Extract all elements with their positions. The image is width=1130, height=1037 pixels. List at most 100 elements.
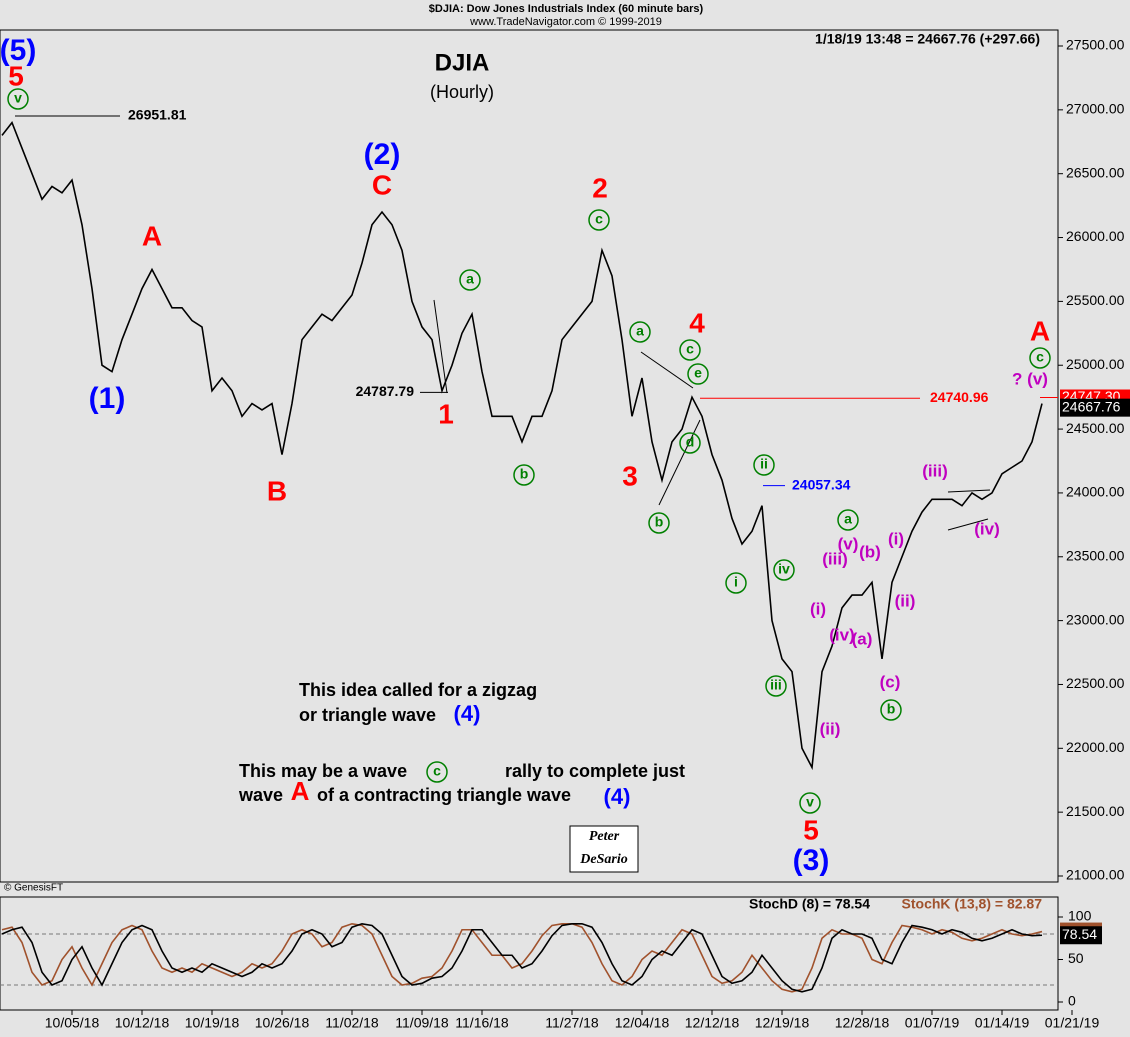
note: rally to complete just bbox=[505, 761, 685, 781]
signature: Peter bbox=[589, 829, 620, 844]
wave-label: (i) bbox=[810, 599, 826, 618]
wave-circle bbox=[629, 321, 651, 343]
wave-label: 2 bbox=[592, 172, 608, 203]
x-tick-label: 11/27/18 bbox=[545, 1015, 599, 1031]
wave-circle bbox=[426, 761, 448, 783]
x-tick-label: 10/12/18 bbox=[115, 1015, 170, 1031]
wave-label: (2) bbox=[364, 138, 401, 171]
wave-line bbox=[433, 299, 448, 394]
x-tick-label: 10/26/18 bbox=[255, 1015, 310, 1031]
wave-label: (4) bbox=[604, 784, 631, 809]
wave-label: (4) bbox=[454, 701, 481, 726]
wave-label: (ii) bbox=[820, 719, 841, 738]
note: of a contracting triangle wave bbox=[317, 785, 571, 805]
wave-circle bbox=[880, 699, 902, 721]
last-value-box bbox=[1060, 926, 1102, 945]
price-panel bbox=[0, 29, 1059, 883]
wave-label: A bbox=[291, 776, 310, 806]
level-label: 24787.79 bbox=[356, 383, 415, 399]
wave-circle bbox=[588, 209, 610, 231]
wave-circle bbox=[725, 572, 747, 594]
y-tick-label: 25000.00 bbox=[1066, 356, 1125, 372]
source: www.TradeNavigator.com © 1999-2019 bbox=[469, 16, 662, 28]
wave-label: (c) bbox=[880, 672, 901, 691]
wave-label: a bbox=[466, 271, 474, 287]
wave-label: (iii) bbox=[822, 549, 848, 568]
x-tick-label: 12/12/18 bbox=[685, 1015, 740, 1031]
legend-entry: StochK (13,8) = 82.87 bbox=[902, 896, 1043, 912]
note: This may be a wave bbox=[239, 761, 407, 781]
wave-circle bbox=[773, 559, 795, 581]
wave-label: 1 bbox=[438, 398, 454, 429]
wave-label: 4 bbox=[689, 307, 705, 338]
y-tick-label: 27500.00 bbox=[1066, 37, 1125, 53]
x-tick-label: 11/02/18 bbox=[325, 1015, 379, 1031]
wave-label: c bbox=[433, 763, 441, 779]
legend-entry: StochD (8) = 78.54 bbox=[749, 896, 870, 912]
y-tick-label: 27000.00 bbox=[1066, 101, 1125, 117]
last-value-label: 78.54 bbox=[1062, 926, 1097, 942]
x-tick-label: 01/14/19 bbox=[975, 1015, 1030, 1031]
level-label: 24740.96 bbox=[930, 389, 989, 405]
y-tick-label: 26500.00 bbox=[1066, 164, 1125, 180]
signature-box bbox=[569, 825, 639, 873]
wave-label: A bbox=[142, 220, 162, 251]
wave-label: iv bbox=[778, 561, 790, 577]
chart-subtitle: (Hourly) bbox=[430, 82, 494, 102]
wave-label: a bbox=[844, 511, 852, 527]
wave-label: v bbox=[806, 794, 814, 810]
x-tick-label: 12/04/18 bbox=[615, 1015, 670, 1031]
level-label: 24057.34 bbox=[792, 476, 851, 492]
wave-circle bbox=[765, 675, 787, 697]
wave-circle bbox=[687, 363, 709, 385]
wave-label: (b) bbox=[859, 542, 881, 561]
wave-label: (iii) bbox=[922, 461, 948, 480]
wave-circle bbox=[459, 269, 481, 291]
level-label: 26951.81 bbox=[128, 107, 187, 123]
wave-line bbox=[947, 518, 989, 531]
wave-label: c bbox=[595, 211, 603, 227]
wave-label: B bbox=[267, 475, 287, 506]
wave-label: i bbox=[734, 574, 738, 590]
wave-label: b bbox=[655, 514, 664, 530]
y-tick-label: 22500.00 bbox=[1066, 675, 1125, 691]
wave-label: ? (v) bbox=[1012, 369, 1048, 388]
wave-label: (a) bbox=[852, 629, 873, 648]
y-tick-label: 24500.00 bbox=[1066, 420, 1125, 436]
series-line bbox=[1, 922, 1043, 993]
wave-line bbox=[947, 489, 991, 493]
y-tick-label: 25500.00 bbox=[1066, 292, 1125, 308]
x-tick-label: 12/28/18 bbox=[835, 1015, 890, 1031]
note: wave bbox=[238, 785, 283, 805]
y-tick-label: 23000.00 bbox=[1066, 611, 1125, 627]
header: $DJIA: Dow Jones Industrials Index (60 m… bbox=[429, 3, 704, 15]
x-tick-label: 10/19/18 bbox=[185, 1015, 240, 1031]
wave-label: (5) bbox=[0, 34, 36, 67]
wave-label: (ii) bbox=[895, 591, 916, 610]
y-tick-label: 100 bbox=[1068, 908, 1092, 924]
wave-label: A bbox=[1030, 315, 1050, 346]
x-tick-label: 11/16/18 bbox=[455, 1015, 509, 1031]
wave-label: (iv) bbox=[829, 625, 855, 644]
wave-label: (1) bbox=[89, 382, 126, 415]
copyright: © GenesisFT bbox=[4, 883, 63, 894]
note: or triangle wave bbox=[299, 705, 436, 725]
y-tick-label: 22000.00 bbox=[1066, 739, 1125, 755]
wave-label: (3) bbox=[793, 844, 830, 877]
wave-circle bbox=[7, 88, 29, 110]
wave-label: C bbox=[372, 169, 392, 200]
wave-label: iii bbox=[770, 677, 782, 693]
note: This idea called for a zigzag bbox=[299, 680, 537, 700]
x-tick-label: 10/05/18 bbox=[45, 1015, 100, 1031]
wave-label: (v) bbox=[838, 534, 859, 553]
chart-title: DJIA bbox=[435, 49, 490, 76]
wave-label: b bbox=[887, 701, 896, 717]
wave-line bbox=[640, 351, 694, 389]
last-price-label: 24667.76 bbox=[1062, 398, 1121, 414]
x-tick-label: 11/09/18 bbox=[395, 1015, 449, 1031]
x-tick-label: 01/07/19 bbox=[905, 1015, 960, 1031]
last-price-box bbox=[1060, 398, 1130, 417]
wave-circle bbox=[1029, 347, 1051, 369]
